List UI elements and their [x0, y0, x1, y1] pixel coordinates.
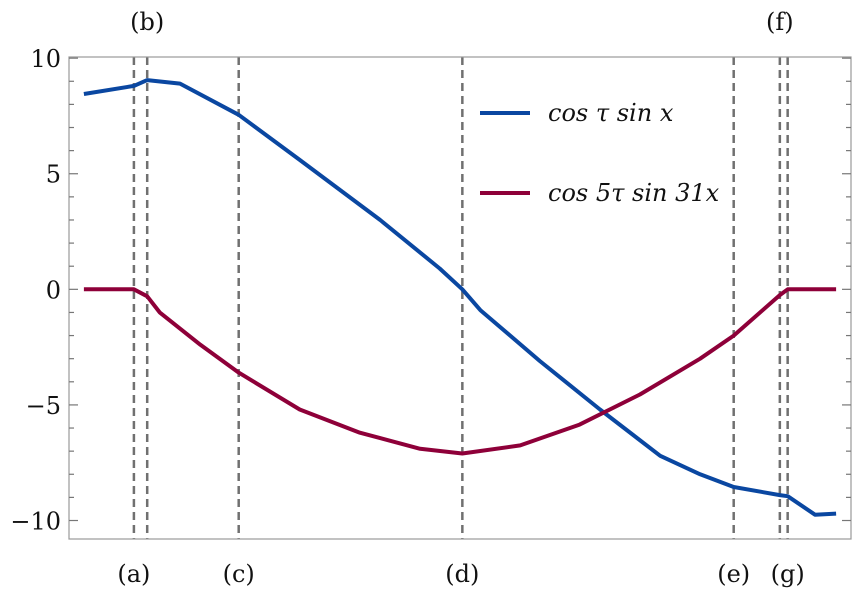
marker-label-b: (b) [130, 8, 164, 36]
legend-label-0: cos τ sin x [548, 99, 674, 127]
marker-labels: (a) (b) (c) (d) (e) (f) (g) [117, 8, 804, 588]
y-tick-label: 10 [30, 45, 61, 73]
series-lines [83, 78, 837, 517]
marker-label-a: (a) [117, 560, 150, 588]
legend-label-1: cos 5τ sin 31x [548, 179, 720, 207]
marker-label-f: (f) [766, 8, 794, 36]
y-tick-labels: −10 −5 0 5 10 [10, 45, 61, 535]
y-tick-label: 5 [46, 161, 61, 189]
y-ticks [69, 57, 851, 522]
marker-label-c: (c) [223, 560, 255, 588]
marker-label-d: (d) [445, 560, 479, 588]
series-line-1 [83, 287, 837, 456]
marker-label-e: (e) [717, 560, 750, 588]
y-tick-label: −10 [10, 508, 61, 536]
series-line-0 [83, 78, 837, 517]
marker-label-g: (g) [771, 560, 805, 588]
y-tick-label: 0 [46, 276, 61, 304]
y-tick-label: −5 [26, 392, 61, 420]
marker-lines [132, 57, 789, 539]
plot-frame [68, 56, 852, 540]
legend: cos τ sin x cos 5τ sin 31x [480, 99, 720, 207]
